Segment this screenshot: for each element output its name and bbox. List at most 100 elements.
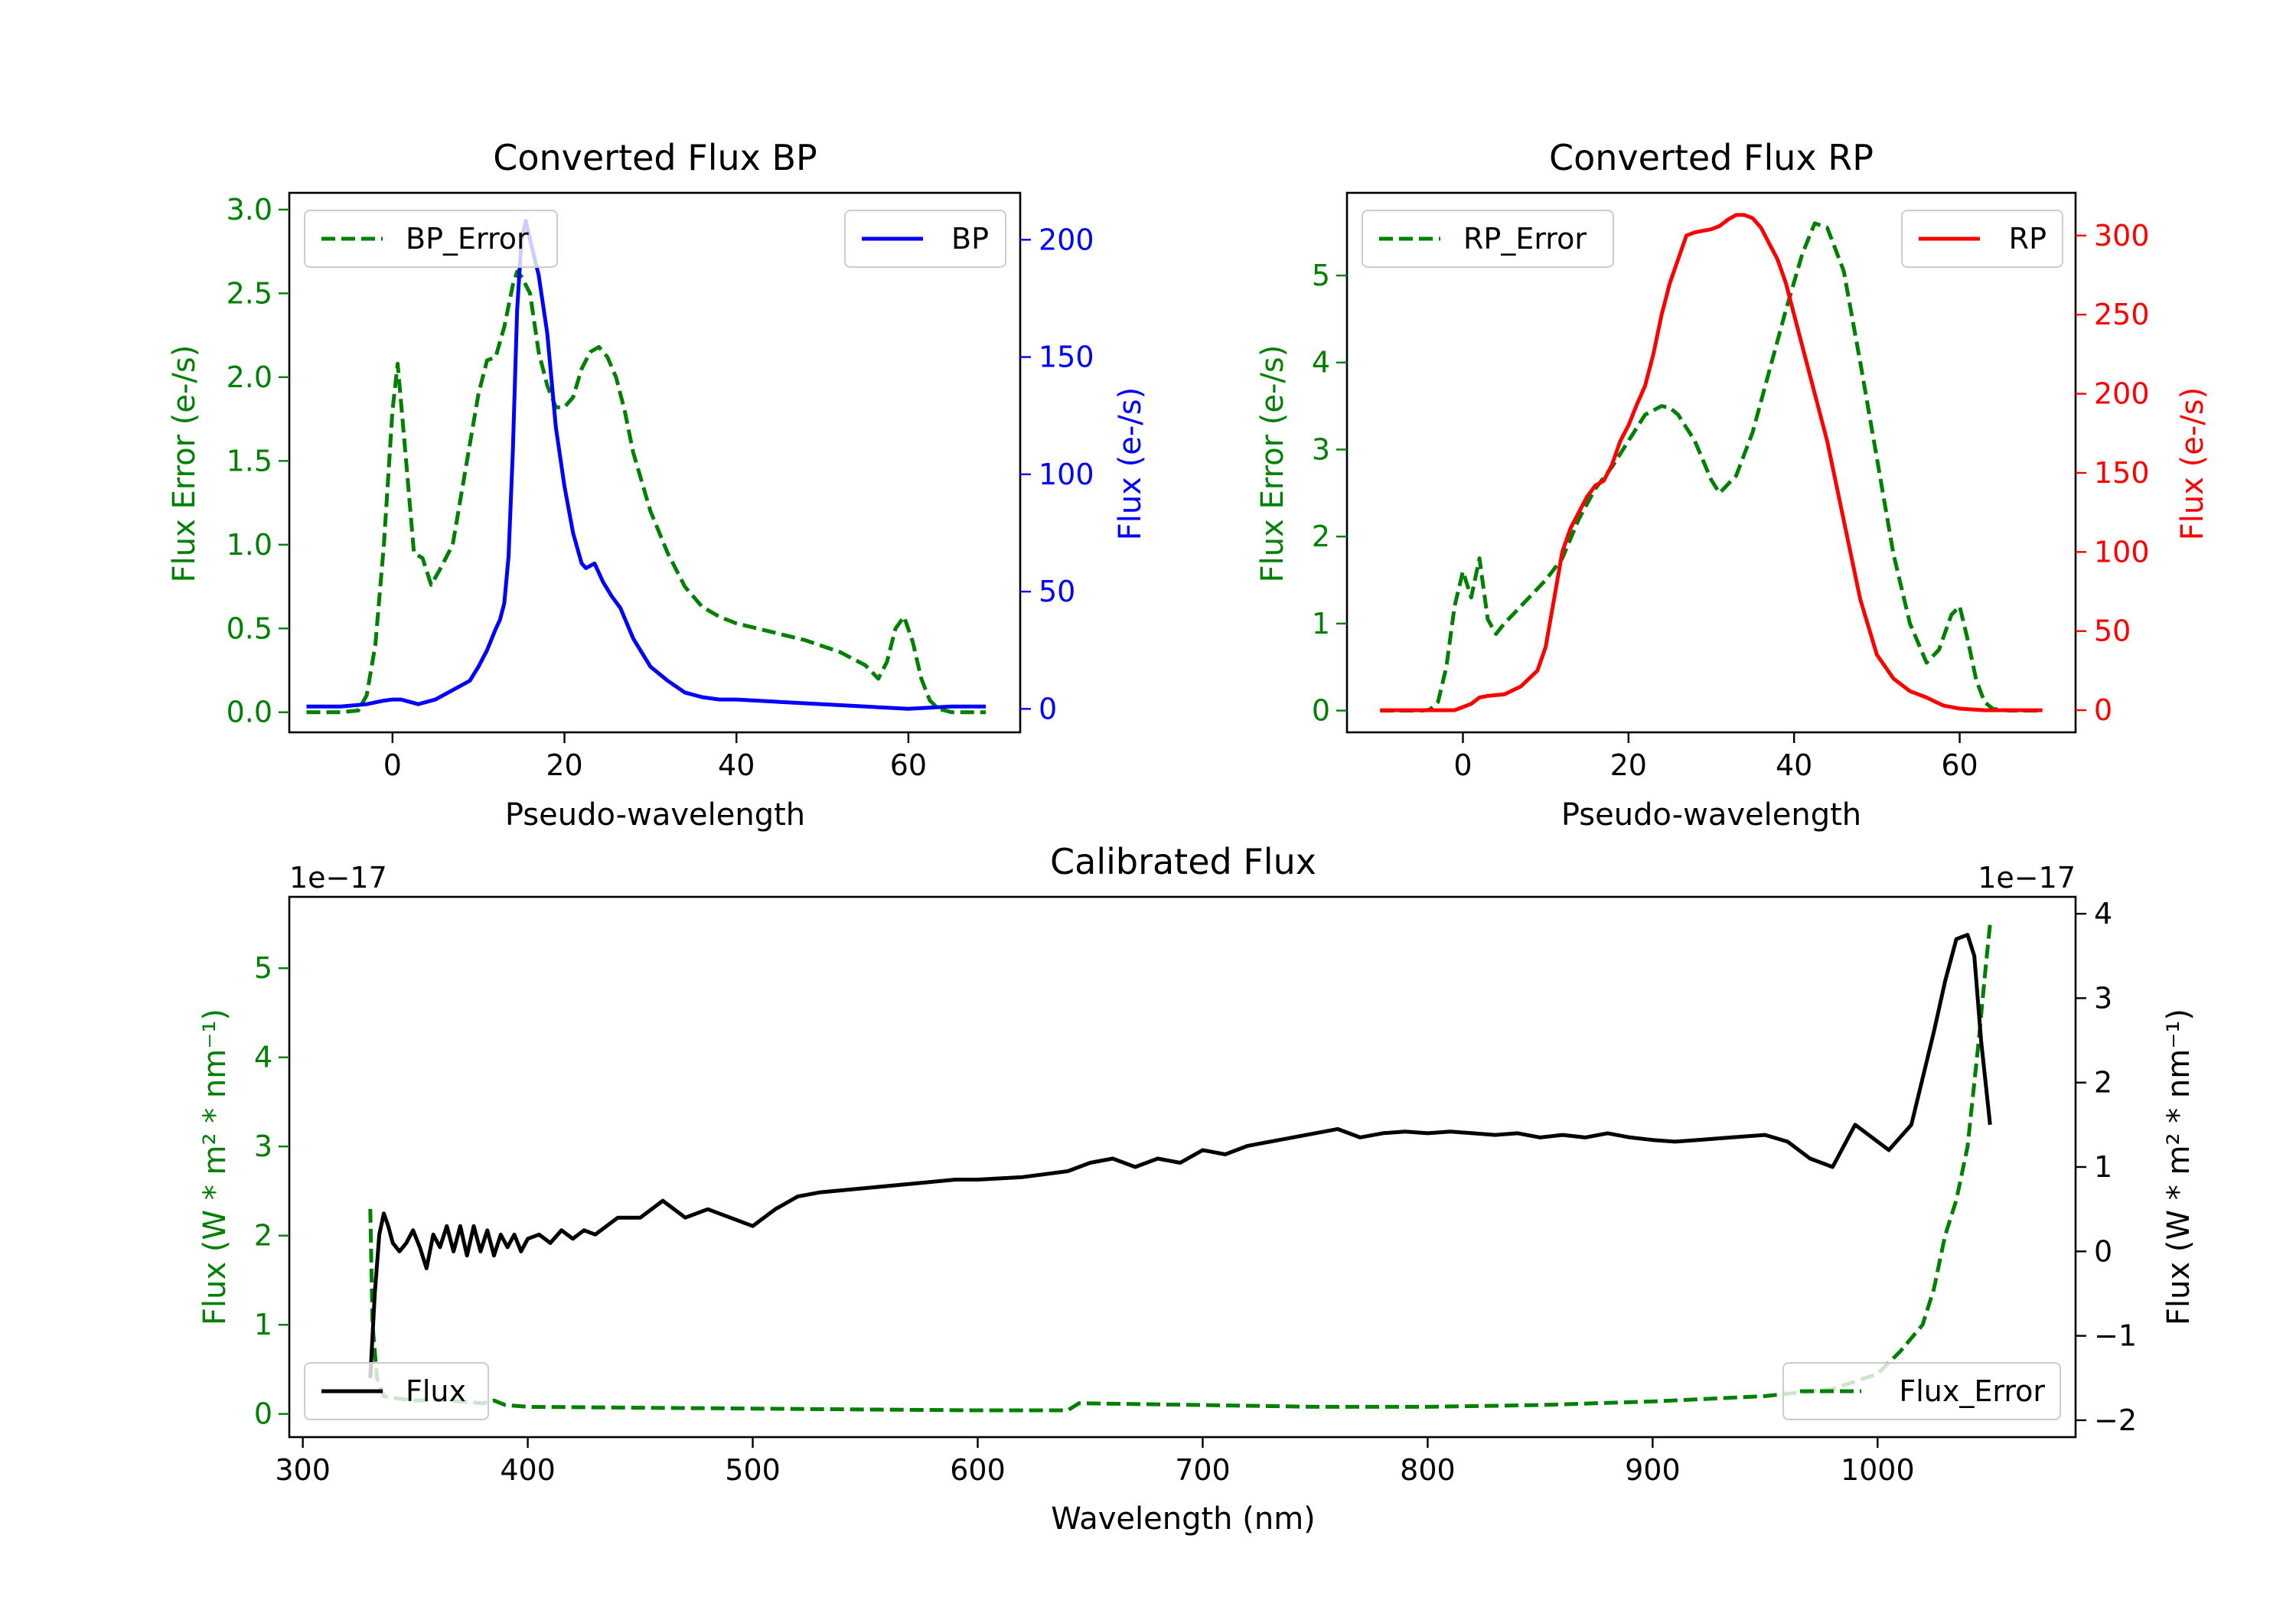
panel-bp: Converted Flux BP 0 20 40 60 0.0 0.5 1.0 1.5 2.… (167, 137, 1148, 833)
rp-left-y-label: Flux Error (e-/s) (1255, 345, 1290, 583)
bp-left-tick-label: 1.5 (227, 444, 272, 478)
panel-calibrated: Calibrated Flux 1e−17 1e−17 300 400 500 600… (197, 841, 2197, 1537)
bp-title: Converted Flux BP (493, 137, 817, 178)
bp-left-tick-label: 1.0 (227, 528, 272, 562)
bp-x-tick-label: 60 (890, 748, 927, 782)
calibrated-x-label: Wavelength (nm) (1051, 1501, 1316, 1537)
calibrated-right-ticks: −2 −1 0 1 2 3 4 (2076, 897, 2137, 1437)
bp-legend-flux-label: BP (951, 222, 989, 256)
calibrated-x-tick-label: 900 (1625, 1453, 1681, 1487)
bp-left-ticks: 0.0 0.5 1.0 1.5 2.0 2.5 3.0 (227, 193, 289, 729)
rp-right-tick-label: 100 (2094, 535, 2150, 569)
bp-x-tick-label: 40 (718, 748, 755, 782)
bp-right-ticks: 0 50 100 150 200 (1020, 223, 1094, 725)
calibrated-series-flux-error (368, 923, 1992, 1413)
calibrated-plot (368, 923, 1992, 1413)
rp-right-tick-label: 250 (2094, 298, 2150, 331)
calibrated-right-tick-label: −1 (2094, 1319, 2137, 1353)
bp-x-tick-label: 0 (383, 748, 402, 782)
calibrated-x-tick-label: 400 (500, 1453, 556, 1487)
calibrated-legend-error-label: Flux_Error (1899, 1374, 2045, 1408)
calibrated-title: Calibrated Flux (1050, 841, 1316, 882)
bp-right-tick-label: 50 (1039, 575, 1075, 608)
bp-frame (288, 191, 1022, 734)
calibrated-left-tick-label: 5 (254, 951, 272, 985)
rp-series-rp-error (1380, 221, 2043, 713)
rp-left-tick-label: 5 (1312, 259, 1330, 292)
bp-x-tick-label: 20 (546, 748, 582, 782)
bp-legend-error: BP_Error (304, 210, 558, 268)
calibrated-right-offset: 1e−17 (1978, 861, 2076, 895)
calibrated-left-tick-label: 0 (254, 1397, 272, 1431)
calibrated-left-tick-label: 3 (254, 1129, 272, 1163)
rp-left-tick-label: 4 (1312, 346, 1330, 380)
calibrated-x-tick-label: 1000 (1841, 1453, 1915, 1487)
calibrated-x-tick-label: 700 (1175, 1453, 1231, 1487)
bp-left-tick-label: 0.0 (227, 696, 272, 729)
rp-right-tick-label: 0 (2094, 693, 2112, 727)
calibrated-right-y-label: Flux (W * m² * nm⁻¹) (2161, 1009, 2197, 1325)
bp-right-y-label: Flux (e-/s) (1113, 387, 1148, 540)
calibrated-legend-flux-label: Flux (406, 1374, 466, 1408)
rp-left-ticks: 0 1 2 3 4 5 (1312, 259, 1347, 728)
rp-right-tick-label: 300 (2094, 219, 2150, 253)
rp-right-tick-label: 150 (2094, 456, 2150, 490)
rp-right-tick-label: 50 (2094, 614, 2131, 648)
bp-right-tick-label: 150 (1039, 341, 1094, 374)
rp-left-tick-label: 3 (1312, 432, 1330, 466)
calibrated-legend-flux: Flux (304, 1362, 489, 1420)
rp-plot (1380, 213, 2043, 713)
bp-right-tick-label: 200 (1039, 223, 1094, 256)
rp-title: Converted Flux RP (1549, 137, 1874, 178)
rp-x-ticks: 0 20 40 60 (1453, 732, 1978, 782)
rp-legend-flux-label: RP (2009, 222, 2047, 256)
bp-left-tick-label: 2.0 (227, 360, 272, 394)
bp-left-tick-label: 0.5 (227, 611, 272, 645)
calibrated-left-tick-label: 2 (254, 1219, 272, 1253)
calibrated-left-tick-label: 4 (254, 1041, 272, 1074)
rp-series-rp (1380, 213, 2043, 712)
bp-x-ticks: 0 20 40 60 (383, 732, 927, 782)
rp-left-tick-label: 0 (1312, 694, 1330, 728)
rp-right-y-label: Flux (e-/s) (2175, 387, 2210, 540)
rp-legend-flux: RP (1901, 210, 2063, 268)
calibrated-right-tick-label: 4 (2094, 897, 2112, 931)
rp-right-ticks: 0 50 100 150 200 250 300 (2076, 219, 2150, 727)
bp-left-tick-label: 2.5 (227, 276, 272, 310)
bp-legend-error-label: BP_Error (406, 222, 529, 256)
rp-x-tick-label: 0 (1453, 748, 1472, 782)
bp-right-tick-label: 100 (1039, 458, 1094, 491)
rp-legend-error: RP_Error (1362, 210, 1614, 268)
calibrated-right-tick-label: 3 (2094, 981, 2112, 1015)
calibrated-left-ticks: 0 1 2 3 4 5 (254, 951, 289, 1431)
bp-x-label: Pseudo-wavelength (505, 797, 805, 833)
calibrated-x-ticks: 300 400 500 600 700 800 900 1000 (275, 1437, 1915, 1487)
calibrated-left-offset: 1e−17 (289, 861, 387, 895)
calibrated-series-flux (368, 933, 1992, 1378)
rp-x-tick-label: 60 (1941, 748, 1978, 782)
bp-plot (306, 219, 987, 715)
rp-left-tick-label: 2 (1312, 520, 1330, 553)
panel-rp: Converted Flux RP 0 20 40 60 0 1 2 3 4 5 0 50 100 1… (1255, 137, 2210, 833)
bp-left-tick-label: 3.0 (227, 193, 272, 227)
calibrated-left-tick-label: 1 (254, 1308, 272, 1341)
rp-x-label: Pseudo-wavelength (1561, 797, 1861, 833)
bp-left-y-label: Flux Error (e-/s) (167, 345, 202, 583)
rp-left-tick-label: 1 (1312, 607, 1330, 641)
bp-series-bp (306, 219, 987, 711)
calibrated-right-tick-label: −2 (2094, 1403, 2137, 1437)
calibrated-x-tick-label: 500 (725, 1453, 781, 1487)
rp-x-tick-label: 20 (1610, 748, 1647, 782)
calibrated-x-tick-label: 600 (950, 1453, 1006, 1487)
rp-frame (1345, 191, 2077, 734)
bp-series-bp-error (306, 269, 987, 715)
bp-right-tick-label: 0 (1039, 692, 1057, 725)
calibrated-left-y-label: Flux (W * m² * nm⁻¹) (197, 1009, 233, 1325)
calibrated-x-tick-label: 800 (1400, 1453, 1456, 1487)
rp-x-tick-label: 40 (1776, 748, 1812, 782)
calibrated-right-tick-label: 0 (2094, 1234, 2112, 1268)
rp-right-tick-label: 200 (2094, 377, 2150, 411)
calibrated-x-tick-label: 300 (275, 1453, 331, 1487)
calibrated-right-tick-label: 2 (2094, 1066, 2112, 1100)
